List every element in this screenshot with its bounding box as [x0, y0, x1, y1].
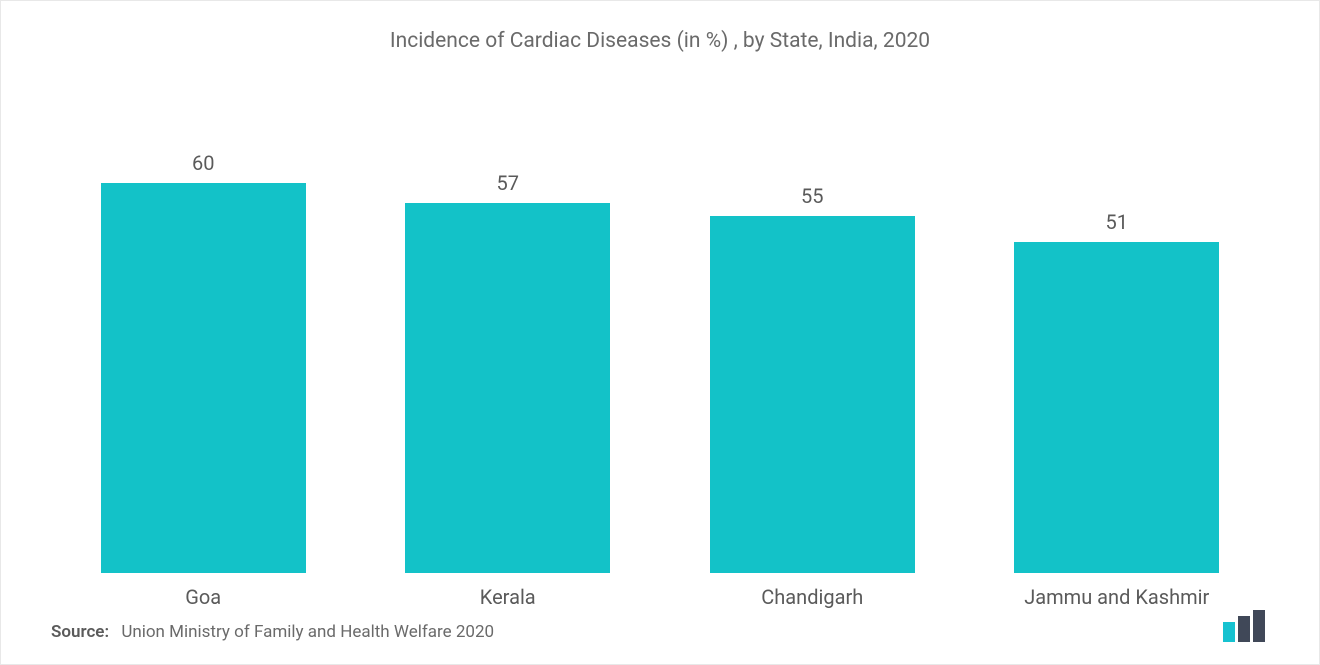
- bar-value-label: 60: [192, 151, 214, 175]
- bar-group: 57: [368, 171, 648, 574]
- x-axis-labels: Goa Kerala Chandigarh Jammu and Kashmir: [51, 585, 1269, 609]
- x-axis-label: Goa: [63, 585, 343, 609]
- brand-logo-icon: [1223, 610, 1269, 642]
- bar-group: 51: [977, 210, 1257, 574]
- x-axis-label: Kerala: [368, 585, 648, 609]
- chart-footer: Source: Union Ministry of Family and Hea…: [51, 610, 1269, 642]
- source-label: Source:: [51, 622, 109, 642]
- bar: [710, 216, 915, 574]
- chart-title: Incidence of Cardiac Diseases (in %) , b…: [51, 29, 1269, 53]
- chart-container: Incidence of Cardiac Diseases (in %) , b…: [0, 0, 1320, 665]
- bar-group: 60: [63, 151, 343, 573]
- x-axis-label: Jammu and Kashmir: [977, 585, 1257, 609]
- bars-row: 60 57 55 51: [51, 153, 1269, 573]
- bar-value-label: 57: [497, 171, 519, 195]
- bar: [1014, 242, 1219, 574]
- bar-value-label: 55: [801, 184, 823, 208]
- bar-value-label: 51: [1106, 210, 1128, 234]
- bar: [405, 203, 610, 574]
- x-axis-label: Chandigarh: [672, 585, 952, 609]
- bar: [101, 183, 306, 573]
- plot-area: 60 57 55 51: [51, 153, 1269, 573]
- source-line: Source: Union Ministry of Family and Hea…: [51, 622, 494, 642]
- bar-group: 55: [672, 184, 952, 574]
- source-text: Union Ministry of Family and Health Welf…: [121, 622, 494, 642]
